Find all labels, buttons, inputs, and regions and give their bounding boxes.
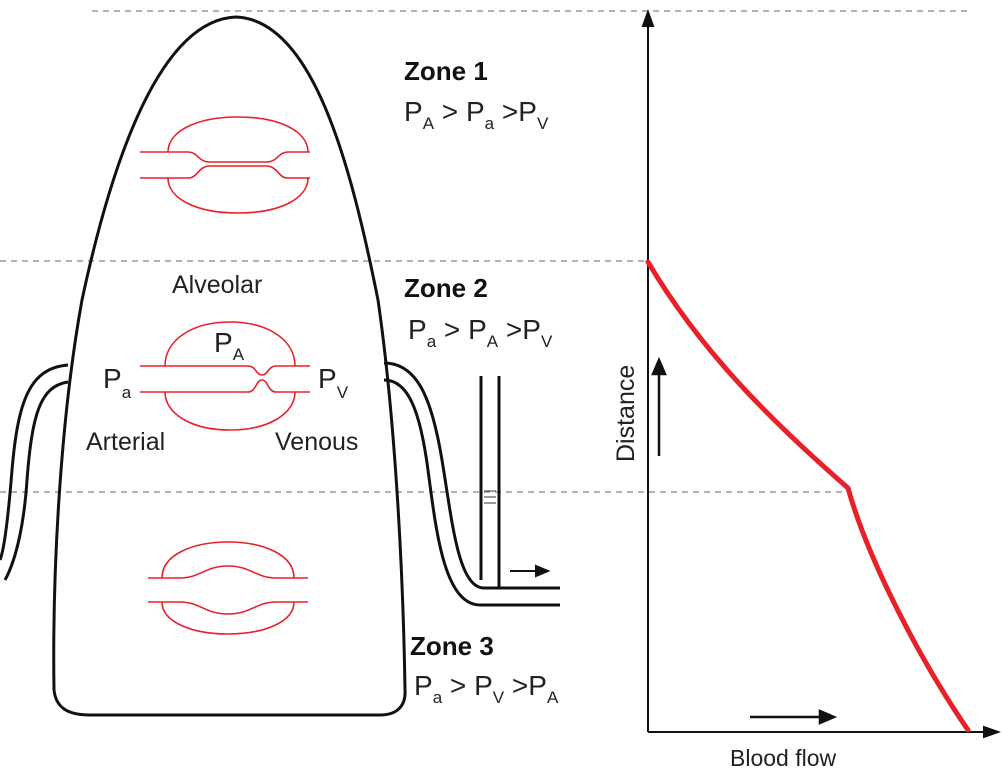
zone-1-alveolus-top [167,116,309,153]
zone-2-alveolus-bottom [164,391,296,431]
blood-flow-axis-label: Blood flow [730,745,837,771]
blood-flow-arrow-icon [750,709,838,725]
zone-3-alveolus-top [161,541,295,579]
zone-2-capillary [140,321,310,431]
zone-1-capillary [140,116,310,214]
arterial-tube-inner [3,380,69,581]
y-axis-arrowhead [641,9,655,27]
side-tubes [0,361,560,607]
zone-3-equation: Pa > PV >PA [414,670,559,707]
zone-3-vessel-bottom [148,601,308,615]
outflow-arrow-icon [510,564,551,578]
venous-tube-inner [383,378,560,607]
alveolar-pressure-label: PA [214,327,245,364]
zone-2-title: Zone 2 [404,273,488,303]
zone-2-vessel-top [140,365,310,376]
distance-axis-label: Distance [612,365,640,462]
zone-2-equation: Pa > PA >PV [408,314,553,351]
arterial-label: Arterial [86,428,165,456]
zone-1-title: Zone 1 [404,56,488,86]
distance-arrow-icon [651,356,667,456]
alveolar-label: Alveolar [172,271,262,299]
zone-2-vessel-bottom [140,379,310,393]
venous-pressure-label: PV [318,363,349,402]
pressure-column [479,376,501,588]
zone-2-alveolus-top [164,321,296,367]
zone-1-equation: PA > Pa >PV [404,96,549,133]
zone-3-title: Zone 3 [410,631,494,661]
column-level-marks [484,490,496,504]
arterial-pressure-label: Pa [103,363,132,402]
zone-3-vessel-top [148,565,308,579]
blood-flow-curve [645,259,971,733]
venous-label: Venous [275,428,358,456]
zone-boundary-lines [0,10,972,493]
graph-axes [641,9,1001,739]
lung-outline [52,15,407,717]
zone-3-alveolus-bottom [161,601,295,635]
x-axis-arrowhead [983,725,1001,739]
zone-1-vessel-bottom [140,165,310,179]
zone-1-alveolus-bottom [167,177,309,214]
zone-1-vessel-top [140,151,310,163]
zone-3-capillary [148,541,308,635]
venous-tube-outer [383,361,560,590]
arterial-tube-outer [0,363,69,561]
